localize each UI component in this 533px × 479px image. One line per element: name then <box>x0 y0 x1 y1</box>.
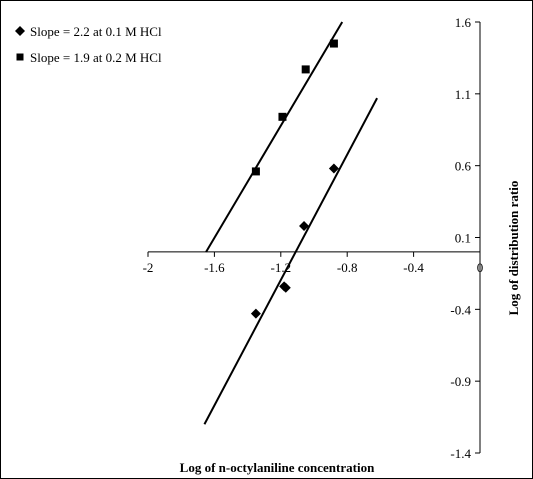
y-tick-label: 1.6 <box>455 15 472 30</box>
square-marker <box>301 65 310 74</box>
fit-line <box>205 21 344 253</box>
square-marker <box>329 39 338 48</box>
y-tick-label: 0.6 <box>455 159 472 174</box>
square-marker <box>278 112 287 121</box>
axes: -2 -1.6 -1.2 -0.8 -0.4 01.61.10.60.1-0.4-0.9-… <box>143 15 484 461</box>
y-tick-label: -1.4 <box>450 446 471 461</box>
diamond-marker <box>250 308 261 319</box>
x-axis-title: Log of n-octylaniline concentration <box>180 460 375 475</box>
x-tick-label: 0 <box>477 260 484 275</box>
legend-label: Slope = 1.9 at 0.2 M HCl <box>30 50 162 65</box>
x-tick-label: -0.4 <box>403 260 424 275</box>
fit-lines <box>203 21 378 425</box>
x-tick-label: -2 <box>143 260 154 275</box>
y-tick-label: 0.1 <box>455 231 471 246</box>
x-tick-label: -0.8 <box>337 260 358 275</box>
y-tick-label: -0.9 <box>450 374 471 389</box>
y-tick-label: 1.1 <box>455 87 471 102</box>
data-markers <box>250 39 339 319</box>
legend: Slope = 2.2 at 0.1 M HCl Slope = 1.9 at 0… <box>15 24 162 65</box>
y-axis-title: Log of distribution ratio <box>506 181 521 316</box>
square-marker <box>251 167 260 176</box>
diamond-marker <box>299 221 310 232</box>
diamond-marker <box>328 163 339 174</box>
y-tick-label: -0.4 <box>450 302 471 317</box>
legend-label: Slope = 2.2 at 0.1 M HCl <box>30 24 162 39</box>
fit-line <box>203 97 378 425</box>
legend-diamond-marker <box>15 26 25 36</box>
x-tick-label: -1.6 <box>204 260 225 275</box>
diamond-marker <box>280 282 291 293</box>
legend-square-marker <box>16 53 24 61</box>
